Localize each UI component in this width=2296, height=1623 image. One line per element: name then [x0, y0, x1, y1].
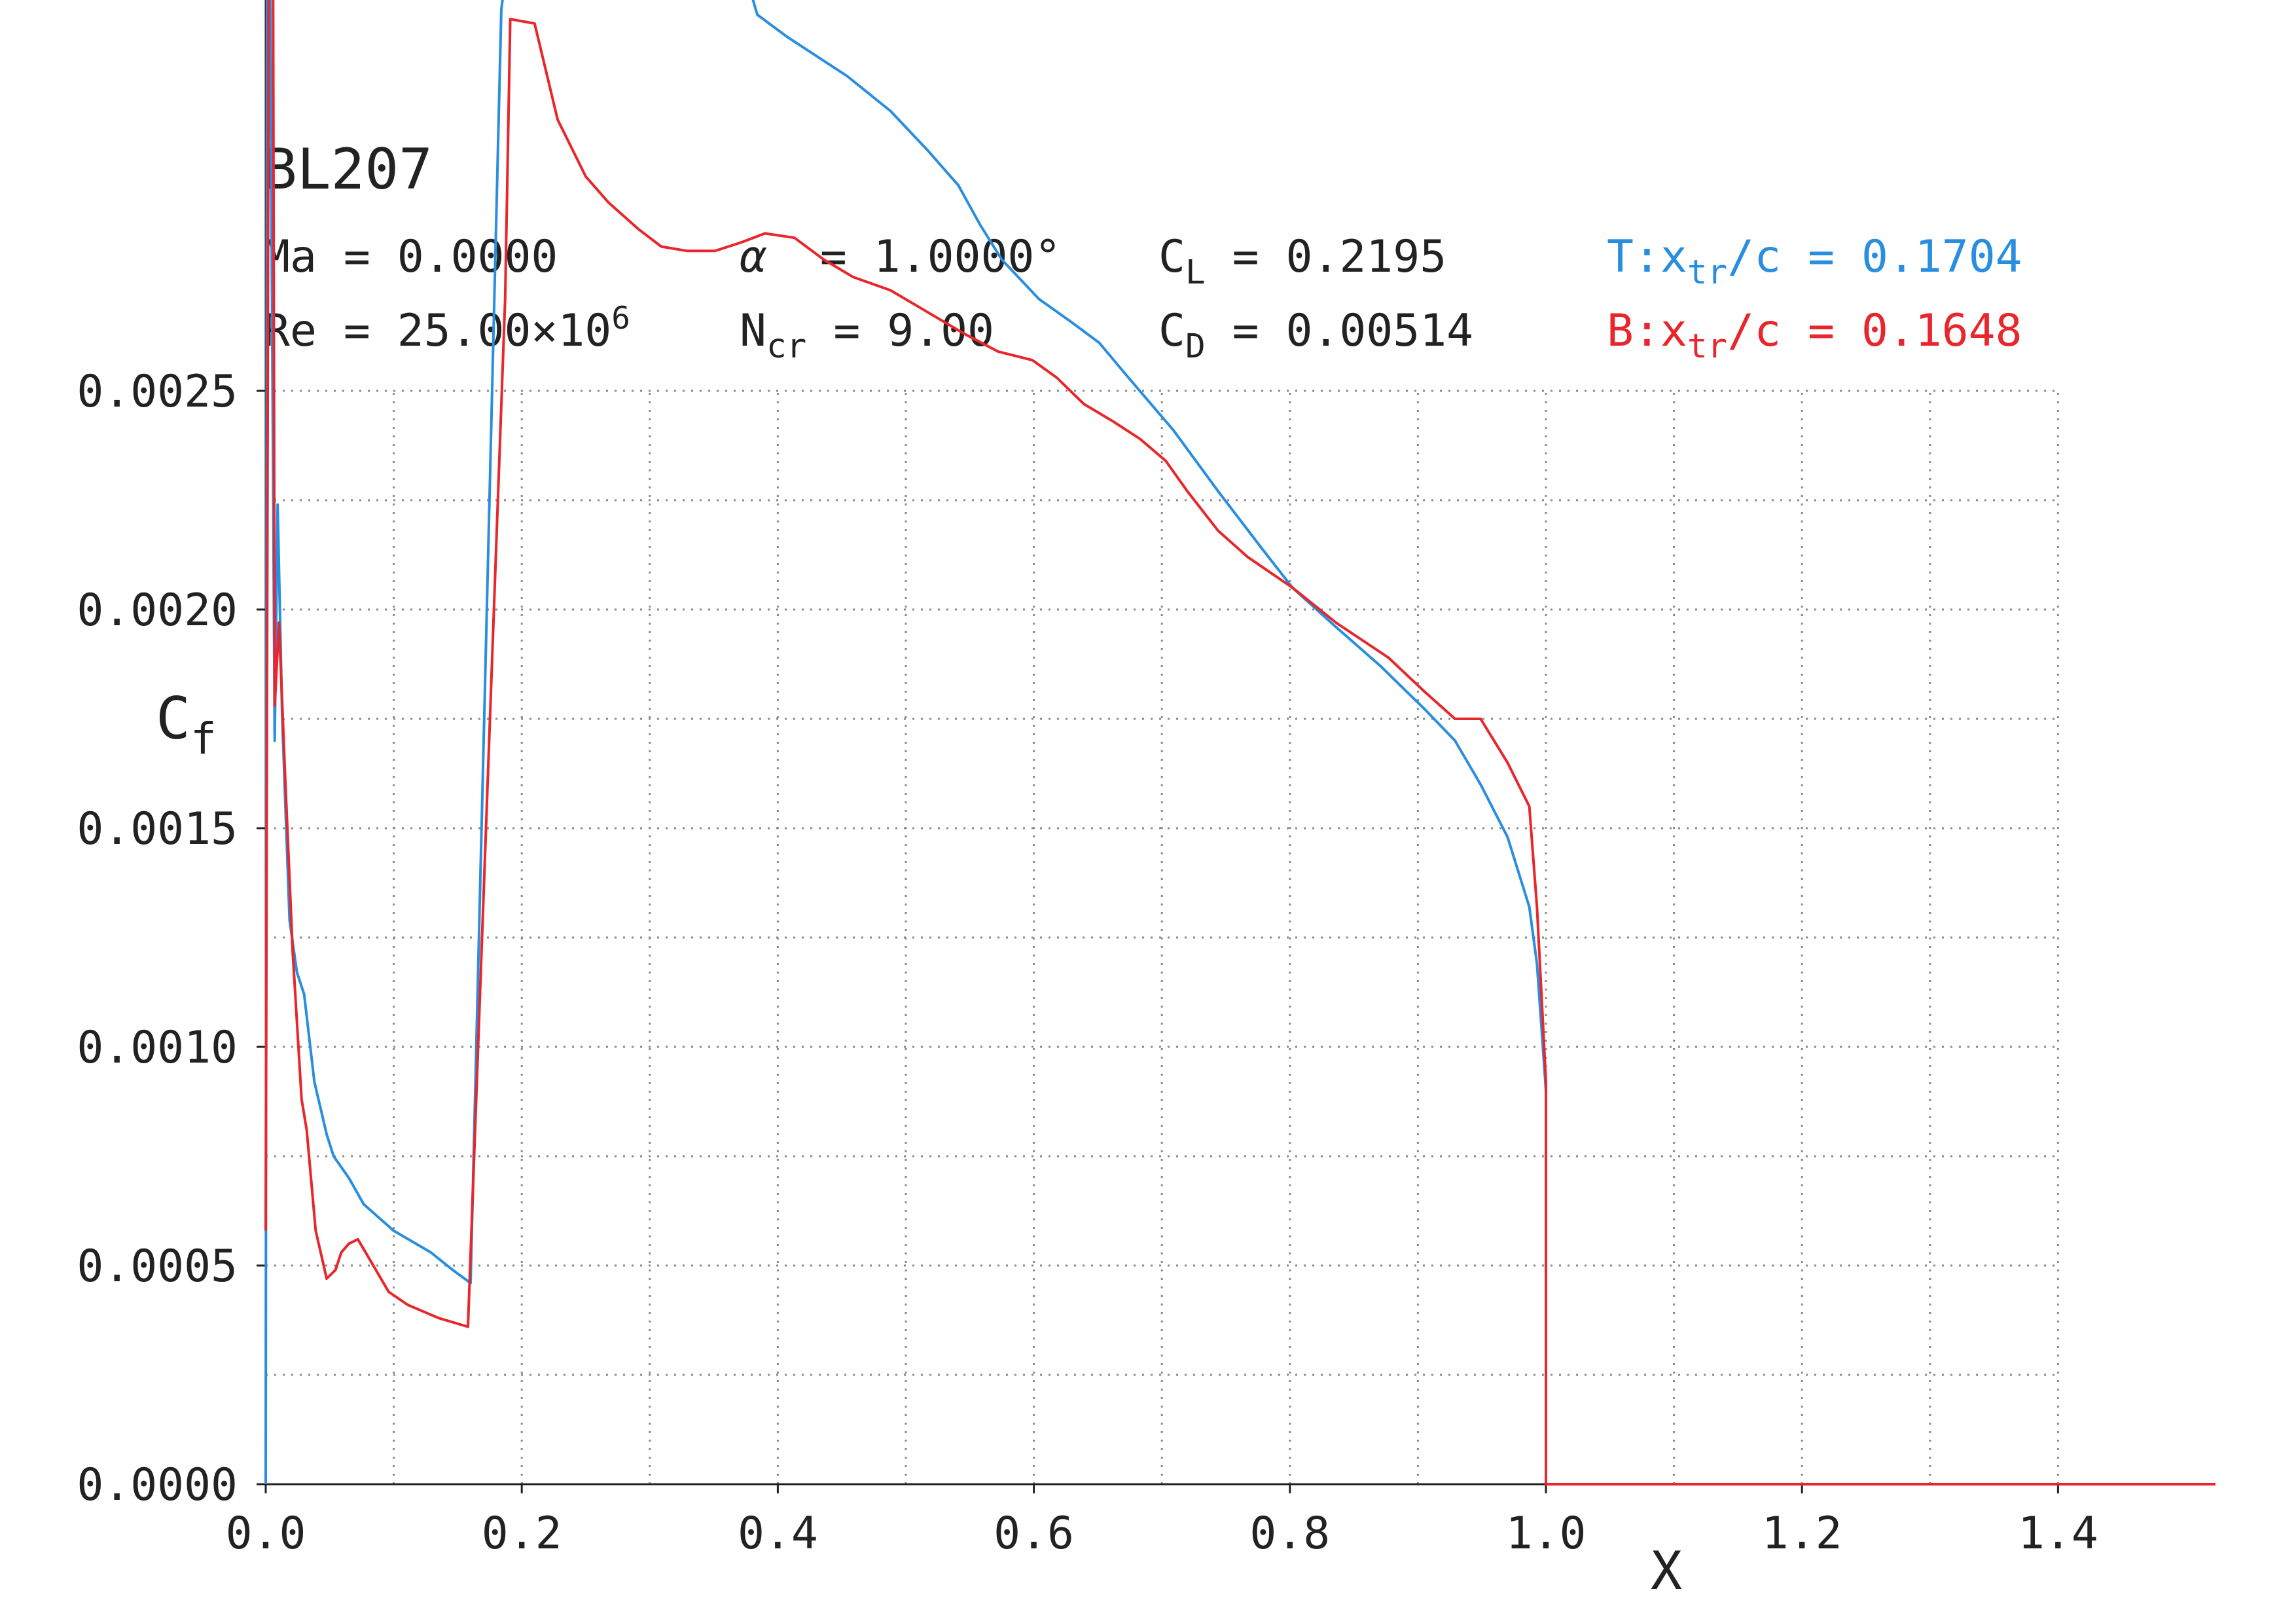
annotation-part: /c = 0.1648	[1727, 305, 2022, 357]
x-tick-label: 0.2	[482, 1508, 562, 1559]
data-line	[264, 0, 2215, 1486]
y-tick-label: 0.0005	[77, 1241, 238, 1292]
x-tick-label: 0.8	[1249, 1508, 1330, 1559]
annotation-part: = 0.2195	[1206, 231, 1446, 283]
x-tick-label: 0.0	[226, 1508, 306, 1559]
x-tick-label: 1.4	[2018, 1508, 2098, 1559]
x-tick-label: 1.2	[1762, 1508, 1842, 1559]
annotation: T:xtr/c = 0.1704	[1607, 231, 2022, 292]
annotation: B:xtr/c = 0.1648	[1607, 305, 2022, 366]
annotation: CD = 0.00514	[1158, 305, 1473, 366]
annotation-part: 6	[611, 301, 630, 337]
annotation-part: = 1.0000°	[766, 231, 1061, 283]
y-tick-label: 0.0020	[77, 585, 238, 636]
annotation: Ncr = 9.00	[740, 305, 994, 366]
annotation-part: L	[1185, 253, 1206, 292]
annotation-part: /c = 0.1704	[1727, 231, 2022, 283]
annotation: Ma = 0.0000	[263, 231, 558, 283]
x-tick-label: 1.0	[1506, 1508, 1587, 1559]
annotation-part: cr	[766, 327, 806, 366]
y-axis-label: Cf	[156, 685, 217, 764]
annotation-part: D	[1185, 327, 1206, 366]
annotation-part: T:x	[1607, 231, 1687, 283]
annotation-part: tr	[1687, 253, 1727, 292]
y-axis-label-part: C	[156, 685, 190, 752]
annotation-part: N	[740, 305, 766, 357]
y-tick-label: 0.0015	[77, 803, 238, 855]
data-line	[264, 0, 1547, 1485]
y-axis-label-part: f	[190, 714, 217, 764]
x-axis-label: X	[1651, 1541, 1682, 1601]
y-tick-label: 0.0010	[77, 1022, 238, 1074]
annotation: α = 1.0000°	[740, 231, 1061, 283]
x-tick-label: 0.4	[738, 1508, 818, 1559]
annotation-part: = 0.00514	[1206, 305, 1473, 357]
annotation-part: = 9.00	[806, 305, 994, 357]
annotation-part: tr	[1687, 327, 1727, 366]
annotation-part: α	[740, 231, 767, 283]
y-tick-label: 0.0025	[77, 366, 238, 418]
annotation-part: Ma = 0.0000	[263, 231, 558, 283]
annotation-part: B:x	[1607, 305, 1687, 357]
annotation: Re = 25.00×106	[263, 301, 630, 357]
annotation: CL = 0.2195	[1158, 231, 1446, 292]
x-tick-label: 0.6	[994, 1508, 1074, 1559]
annotation-part: C	[1158, 231, 1185, 283]
chart-title: BL207	[263, 137, 433, 202]
y-tick-label: 0.0000	[77, 1459, 238, 1511]
annotation-part: C	[1158, 305, 1185, 357]
annotation-part: Re = 25.00×10	[263, 305, 611, 357]
